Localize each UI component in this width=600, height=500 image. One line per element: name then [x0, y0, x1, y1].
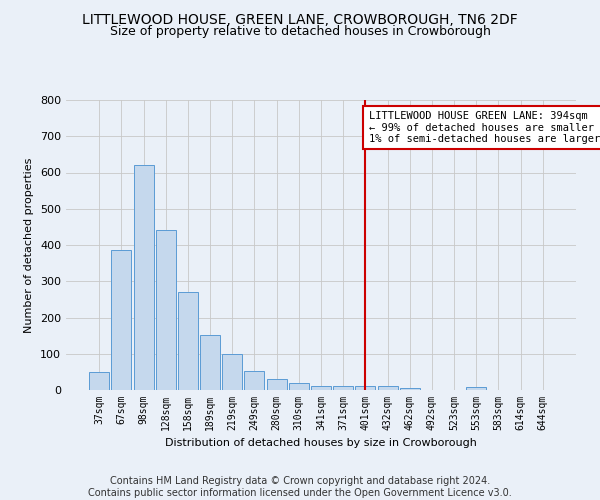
- Bar: [333, 386, 353, 390]
- Bar: [266, 379, 287, 390]
- Text: LITTLEWOOD HOUSE GREEN LANE: 394sqm
← 99% of detached houses are smaller (2,116): LITTLEWOOD HOUSE GREEN LANE: 394sqm ← 99…: [368, 111, 600, 144]
- Bar: [289, 384, 309, 390]
- Bar: [200, 334, 220, 390]
- Bar: [355, 386, 376, 390]
- X-axis label: Distribution of detached houses by size in Crowborough: Distribution of detached houses by size …: [165, 438, 477, 448]
- Bar: [377, 386, 398, 390]
- Bar: [156, 230, 176, 390]
- Bar: [222, 354, 242, 390]
- Text: Size of property relative to detached houses in Crowborough: Size of property relative to detached ho…: [110, 25, 490, 38]
- Bar: [244, 371, 265, 390]
- Bar: [178, 292, 198, 390]
- Bar: [112, 250, 131, 390]
- Bar: [134, 164, 154, 390]
- Bar: [311, 386, 331, 390]
- Y-axis label: Number of detached properties: Number of detached properties: [25, 158, 34, 332]
- Bar: [89, 372, 109, 390]
- Text: LITTLEWOOD HOUSE, GREEN LANE, CROWBOROUGH, TN6 2DF: LITTLEWOOD HOUSE, GREEN LANE, CROWBOROUG…: [82, 12, 518, 26]
- Text: Contains HM Land Registry data © Crown copyright and database right 2024.
Contai: Contains HM Land Registry data © Crown c…: [88, 476, 512, 498]
- Bar: [466, 387, 486, 390]
- Bar: [400, 388, 420, 390]
